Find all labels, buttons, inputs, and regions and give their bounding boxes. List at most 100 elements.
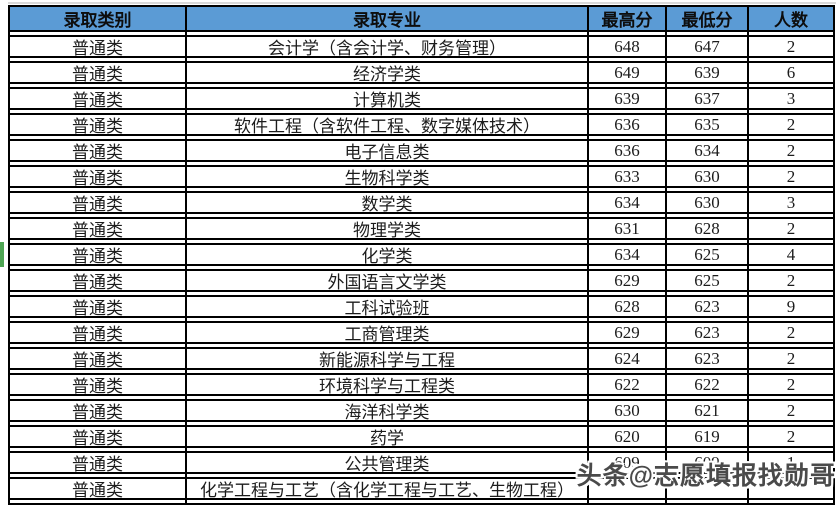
cell-category[interactable]: 普通类 xyxy=(8,401,185,420)
cell-min-score[interactable]: 647 xyxy=(665,37,747,56)
cell-count[interactable]: 2 xyxy=(747,349,835,368)
cell-major[interactable]: 会计学（含会计学、财务管理） xyxy=(185,37,587,56)
cell-max-score[interactable] xyxy=(587,479,665,498)
cell-major[interactable]: 经济学类 xyxy=(185,63,587,82)
cell-count[interactable]: 3 xyxy=(747,193,835,212)
cell-category[interactable]: 普通类 xyxy=(8,37,185,56)
cell-count[interactable]: 1 xyxy=(747,453,835,472)
cell-major[interactable]: 工科试验班 xyxy=(185,297,587,316)
cell-category[interactable]: 普通类 xyxy=(8,219,185,238)
cell-count[interactable]: 2 xyxy=(747,37,835,56)
cell-category[interactable]: 普通类 xyxy=(8,89,185,108)
cell-count[interactable]: 2 xyxy=(747,141,835,160)
cell-major[interactable]: 环境科学与工程类 xyxy=(185,375,587,394)
cell-major[interactable]: 药学 xyxy=(185,427,587,446)
cell-max-score[interactable]: 639 xyxy=(587,89,665,108)
cell-category[interactable]: 普通类 xyxy=(8,193,185,212)
cell-major[interactable]: 新能源科学与工程 xyxy=(185,349,587,368)
cell-category[interactable]: 普通类 xyxy=(8,323,185,342)
row-gap xyxy=(8,136,835,139)
table-row: 普通类 电子信息类 636 634 2 xyxy=(8,139,835,162)
cell-category[interactable]: 普通类 xyxy=(8,245,185,264)
header-cell-category[interactable]: 录取类别 xyxy=(8,7,185,30)
header-cell-max-score[interactable]: 最高分 xyxy=(587,7,665,30)
table-row: 普通类 计算机类 639 637 3 xyxy=(8,87,835,110)
cell-major[interactable]: 数学类 xyxy=(185,193,587,212)
cell-min-score[interactable]: 622 xyxy=(665,375,747,394)
cell-max-score[interactable]: 634 xyxy=(587,245,665,264)
cell-count[interactable]: 2 xyxy=(747,115,835,134)
cell-min-score[interactable]: 635 xyxy=(665,115,747,134)
cell-min-score[interactable]: 639 xyxy=(665,63,747,82)
cell-max-score[interactable]: 620 xyxy=(587,427,665,446)
cell-count[interactable]: 6 xyxy=(747,63,835,82)
cell-major[interactable]: 生物科学类 xyxy=(185,167,587,186)
header-cell-major[interactable]: 录取专业 xyxy=(185,7,587,30)
cell-max-score[interactable]: 648 xyxy=(587,37,665,56)
cell-category[interactable]: 普通类 xyxy=(8,297,185,316)
cell-category[interactable]: 普通类 xyxy=(8,141,185,160)
cell-max-score[interactable]: 622 xyxy=(587,375,665,394)
cell-major[interactable]: 电子信息类 xyxy=(185,141,587,160)
cell-category[interactable]: 普通类 xyxy=(8,479,185,498)
cell-max-score[interactable]: 624 xyxy=(587,349,665,368)
header-cell-min-score[interactable]: 最低分 xyxy=(665,7,747,30)
cell-major[interactable]: 物理学类 xyxy=(185,219,587,238)
cell-min-score[interactable]: 630 xyxy=(665,193,747,212)
cell-min-score[interactable]: 625 xyxy=(665,271,747,290)
cell-category[interactable]: 普通类 xyxy=(8,63,185,82)
header-cell-count[interactable]: 人数 xyxy=(747,7,835,30)
cell-category[interactable]: 普通类 xyxy=(8,427,185,446)
cell-min-score[interactable]: 623 xyxy=(665,349,747,368)
cell-min-score[interactable]: 621 xyxy=(665,401,747,420)
cell-count[interactable]: 3 xyxy=(747,89,835,108)
cell-count[interactable] xyxy=(747,479,835,498)
table-row: 普通类 工商管理类 629 623 2 xyxy=(8,321,835,344)
cell-category[interactable]: 普通类 xyxy=(8,349,185,368)
cell-major[interactable]: 海洋科学类 xyxy=(185,401,587,420)
cell-category[interactable]: 普通类 xyxy=(8,453,185,472)
cell-min-score[interactable]: 623 xyxy=(665,323,747,342)
cell-min-score[interactable]: 637 xyxy=(665,89,747,108)
cell-count[interactable]: 2 xyxy=(747,323,835,342)
cell-max-score[interactable]: 609 xyxy=(587,453,665,472)
cell-category[interactable]: 普通类 xyxy=(8,167,185,186)
cell-max-score[interactable]: 636 xyxy=(587,141,665,160)
cell-major[interactable]: 化学类 xyxy=(185,245,587,264)
cell-min-score[interactable]: 634 xyxy=(665,141,747,160)
cell-count[interactable]: 2 xyxy=(747,167,835,186)
cell-min-score[interactable]: 609 xyxy=(665,453,747,472)
table-body: 普通类 会计学（含会计学、财务管理） 648 647 2 普通类 经济学类 64… xyxy=(8,32,835,505)
cell-max-score[interactable]: 634 xyxy=(587,193,665,212)
cell-major[interactable]: 计算机类 xyxy=(185,89,587,108)
cell-count[interactable]: 2 xyxy=(747,401,835,420)
cell-major[interactable]: 工商管理类 xyxy=(185,323,587,342)
cell-min-score[interactable]: 619 xyxy=(665,427,747,446)
cell-max-score[interactable]: 631 xyxy=(587,219,665,238)
cell-min-score[interactable]: 630 xyxy=(665,167,747,186)
cell-category[interactable]: 普通类 xyxy=(8,375,185,394)
cell-major[interactable]: 化学工程与工艺（含化学工程与工艺、生物工程） xyxy=(185,479,587,498)
cell-count[interactable]: 2 xyxy=(747,427,835,446)
cell-count[interactable]: 4 xyxy=(747,245,835,264)
cell-max-score[interactable]: 629 xyxy=(587,271,665,290)
cell-min-score[interactable]: 625 xyxy=(665,245,747,264)
cell-max-score[interactable]: 628 xyxy=(587,297,665,316)
cell-max-score[interactable]: 633 xyxy=(587,167,665,186)
cell-max-score[interactable]: 629 xyxy=(587,323,665,342)
cell-count[interactable]: 2 xyxy=(747,271,835,290)
cell-category[interactable]: 普通类 xyxy=(8,271,185,290)
cell-max-score[interactable]: 636 xyxy=(587,115,665,134)
cell-min-score[interactable]: 628 xyxy=(665,219,747,238)
cell-max-score[interactable]: 649 xyxy=(587,63,665,82)
cell-count[interactable]: 9 xyxy=(747,297,835,316)
cell-count[interactable]: 2 xyxy=(747,375,835,394)
cell-max-score[interactable]: 630 xyxy=(587,401,665,420)
cell-min-score[interactable]: 623 xyxy=(665,297,747,316)
cell-count[interactable]: 2 xyxy=(747,219,835,238)
cell-major[interactable]: 公共管理类 xyxy=(185,453,587,472)
cell-major[interactable]: 外国语言文学类 xyxy=(185,271,587,290)
cell-min-score[interactable] xyxy=(665,479,747,498)
cell-category[interactable]: 普通类 xyxy=(8,115,185,134)
cell-major[interactable]: 软件工程（含软件工程、数字媒体技术） xyxy=(185,115,587,134)
